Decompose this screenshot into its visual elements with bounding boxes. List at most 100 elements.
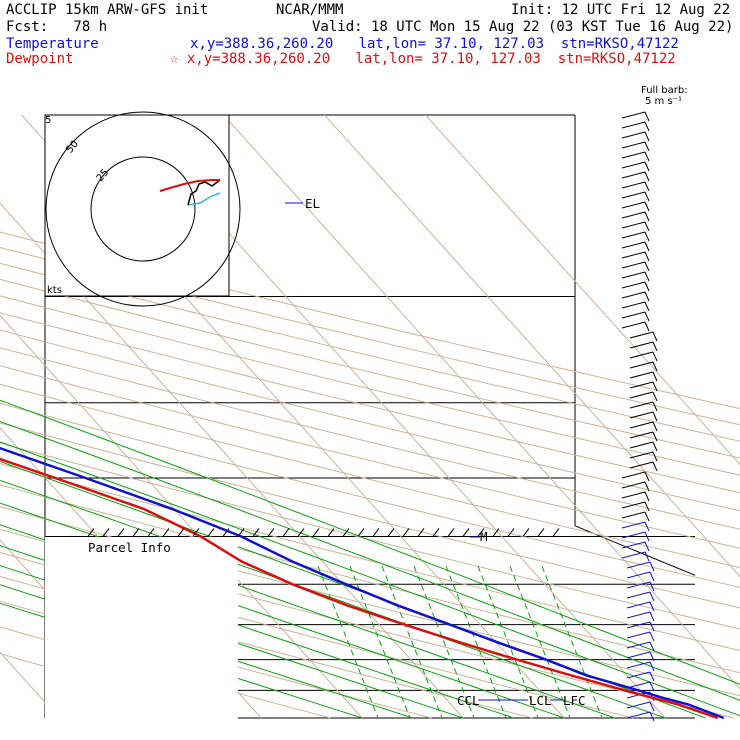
wind-barb-flag (649, 681, 655, 692)
wind-barb-flag (649, 601, 655, 612)
boundary-tick (342, 528, 350, 537)
wind-barb (621, 211, 646, 219)
hodograph-ring (45, 111, 241, 307)
header-valid-time: Valid: 18 UTC Mon 15 Aug 22 (03 KST Tue … (312, 19, 733, 35)
wind-barb (626, 591, 651, 599)
wind-barb (621, 521, 646, 529)
wind-barb-flag (652, 371, 658, 382)
wind-barb (621, 121, 646, 129)
wind-barb-flag (652, 451, 658, 462)
boundary-tick (417, 528, 425, 537)
dry-adiabat-line (0, 551, 634, 719)
wind-barb (621, 281, 646, 289)
barb-legend-line2: 5 m s⁻¹ (645, 96, 682, 107)
wind-barb-flag (649, 671, 655, 682)
wind-barb-flag (644, 281, 650, 292)
wind-barb-flag (644, 471, 650, 482)
wind-barb (621, 181, 646, 189)
wind-barb-flag (644, 181, 650, 192)
wind-barb-flag (652, 461, 658, 472)
dry-adiabat-line (0, 600, 432, 719)
wind-barb-flag (644, 201, 650, 212)
boundary-tick (147, 528, 155, 537)
boundary-tick (357, 528, 365, 537)
wind-barb (621, 161, 646, 169)
dry-adiabat-line (0, 347, 740, 530)
dry-adiabat-line (0, 463, 740, 652)
wind-barb (626, 701, 651, 709)
wind-barb-flag (649, 581, 655, 592)
wind-barb-flag (644, 271, 650, 282)
wind-barb-flag (649, 571, 655, 582)
boundary-tick (372, 528, 380, 537)
m-marker: M (480, 529, 488, 544)
sounding-profiles (0, 202, 725, 720)
wind-barb (626, 611, 651, 619)
wind-barb (626, 581, 651, 589)
wind-barb-flag (644, 551, 650, 562)
boundary-tick (192, 528, 200, 537)
dry-adiabat-line (0, 402, 740, 588)
wind-barb (629, 451, 654, 459)
wind-barb-flag (644, 211, 650, 222)
el-marker: EL (305, 196, 320, 211)
boundary-tick (432, 528, 440, 537)
header-source: NCAR/MMM (276, 2, 343, 18)
boundary-tick (252, 528, 260, 537)
wind-barb (621, 551, 646, 559)
wind-barb (621, 501, 646, 509)
wind-barb-flag (644, 131, 650, 142)
wind-barb-flag (649, 651, 655, 662)
legend-dewpoint: Dewpoint (6, 51, 73, 67)
isotherm-line (324, 114, 740, 578)
wind-barb-flag (644, 501, 650, 512)
wind-barb-flag (649, 561, 655, 572)
wind-barb-flag (644, 221, 650, 232)
wind-barb-flag (644, 531, 650, 542)
wind-barb-flag (649, 621, 655, 632)
wind-barb-flag (644, 541, 650, 552)
wind-barb (621, 131, 646, 139)
temperature-profile (0, 446, 725, 720)
mixing-ratio-line (509, 565, 571, 719)
wind-barb (626, 621, 651, 629)
dry-adiabat-line (0, 246, 740, 426)
wind-barb (626, 711, 651, 719)
hodograph-trace-high (159, 179, 220, 192)
wind-barb-flag (649, 641, 655, 652)
wind-barb (626, 671, 651, 679)
boundary-tick (282, 528, 290, 537)
boundary-tick (312, 528, 320, 537)
wind-barb (621, 141, 646, 149)
wind-barb-flag (644, 231, 650, 242)
dry-adiabat-line (0, 575, 533, 719)
dry-adiabat-line (0, 231, 740, 410)
wind-barb (629, 421, 654, 429)
wind-barb (629, 461, 654, 469)
boundary-tick (327, 528, 335, 537)
hodograph-trace-mid (187, 179, 221, 206)
wind-barb-flag (644, 241, 650, 252)
isotherm-line (425, 114, 740, 466)
wind-barb (629, 361, 654, 369)
mixing-ratio-line (317, 565, 379, 719)
isotherm-line (223, 114, 740, 690)
mixing-ratio-line (349, 565, 411, 719)
boundary-tick (492, 528, 500, 537)
wind-barb-flag (644, 311, 650, 322)
wind-barbs (621, 111, 658, 722)
wind-barb-flag (649, 661, 655, 672)
wind-barb-flag (644, 491, 650, 502)
boundary-tick (207, 528, 215, 537)
wind-barb (621, 201, 646, 209)
wind-barb-flag (652, 431, 658, 442)
boundary-tick (552, 528, 560, 537)
boundary-tick (507, 528, 515, 537)
boundary-tick (222, 528, 230, 537)
wind-barb (629, 401, 654, 409)
wind-barb-flag (652, 391, 658, 402)
wind-barb (626, 561, 651, 569)
dry-adiabat-line (0, 442, 740, 630)
wind-barb (626, 651, 651, 659)
wind-barb-flag (649, 611, 655, 622)
